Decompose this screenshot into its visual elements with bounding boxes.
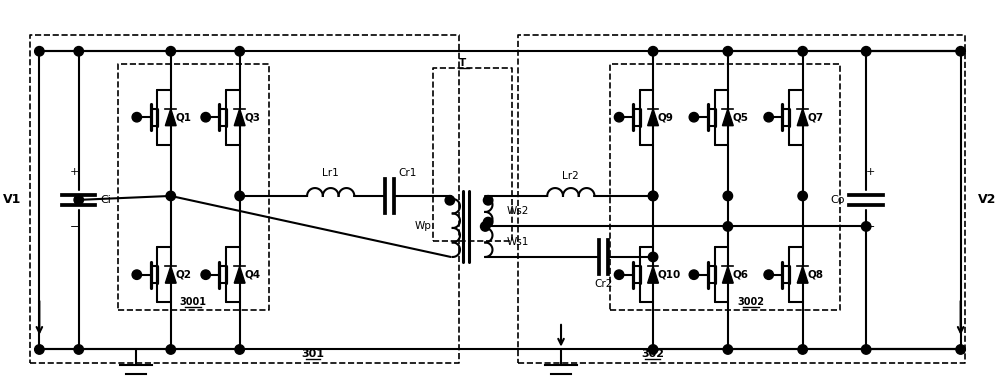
Text: Q5: Q5	[733, 112, 749, 122]
Text: 3002: 3002	[737, 297, 764, 307]
Circle shape	[235, 345, 244, 354]
Polygon shape	[234, 266, 245, 283]
Text: Q2: Q2	[176, 270, 192, 280]
Circle shape	[764, 270, 773, 280]
Circle shape	[798, 345, 807, 354]
Text: Ci: Ci	[100, 195, 111, 205]
Circle shape	[35, 345, 44, 354]
Circle shape	[201, 113, 210, 122]
Circle shape	[723, 345, 733, 354]
Circle shape	[614, 113, 624, 122]
Text: Cr1: Cr1	[398, 168, 417, 178]
Text: T: T	[459, 58, 466, 68]
Text: Q8: Q8	[808, 270, 824, 280]
Text: Ws1: Ws1	[507, 237, 529, 247]
Circle shape	[483, 195, 493, 205]
Circle shape	[723, 46, 733, 56]
Circle shape	[614, 270, 624, 280]
Circle shape	[166, 191, 175, 201]
Circle shape	[723, 222, 733, 231]
Text: Q3: Q3	[245, 112, 261, 122]
Circle shape	[689, 270, 699, 280]
Text: Q1: Q1	[176, 112, 192, 122]
Text: Q9: Q9	[658, 112, 674, 122]
Circle shape	[481, 222, 490, 231]
Circle shape	[132, 270, 142, 280]
Polygon shape	[165, 266, 176, 283]
Circle shape	[648, 345, 658, 354]
Text: V1: V1	[3, 194, 22, 206]
Text: 301: 301	[301, 349, 324, 359]
Text: +: +	[70, 167, 79, 177]
Polygon shape	[234, 109, 245, 126]
Polygon shape	[797, 266, 808, 283]
Text: 3001: 3001	[179, 297, 206, 307]
Circle shape	[648, 252, 658, 262]
Circle shape	[648, 46, 658, 56]
Text: Q6: Q6	[733, 270, 749, 280]
Circle shape	[132, 113, 142, 122]
Circle shape	[861, 345, 871, 354]
Circle shape	[798, 46, 807, 56]
Text: −: −	[865, 222, 875, 232]
Circle shape	[689, 113, 699, 122]
Text: Wp: Wp	[414, 222, 431, 232]
Text: +: +	[865, 167, 875, 177]
Circle shape	[74, 46, 83, 56]
Circle shape	[235, 46, 244, 56]
Circle shape	[166, 46, 175, 56]
Circle shape	[861, 46, 871, 56]
Circle shape	[956, 345, 965, 354]
Circle shape	[445, 195, 455, 205]
Polygon shape	[648, 266, 658, 283]
Circle shape	[648, 191, 658, 201]
Polygon shape	[648, 109, 658, 126]
Circle shape	[764, 113, 773, 122]
Text: Co: Co	[830, 195, 844, 205]
Text: Q4: Q4	[245, 270, 261, 280]
Circle shape	[74, 345, 83, 354]
Circle shape	[74, 195, 83, 205]
Text: Q10: Q10	[658, 270, 681, 280]
Circle shape	[166, 345, 175, 354]
Text: Cr2: Cr2	[594, 279, 613, 289]
Circle shape	[861, 222, 871, 231]
Circle shape	[956, 46, 965, 56]
Text: V2: V2	[978, 194, 997, 206]
Circle shape	[798, 191, 807, 201]
Polygon shape	[797, 109, 808, 126]
Text: Ws2: Ws2	[507, 206, 529, 216]
Circle shape	[483, 217, 493, 227]
Circle shape	[235, 191, 244, 201]
Polygon shape	[165, 109, 176, 126]
Circle shape	[201, 270, 210, 280]
Circle shape	[723, 191, 733, 201]
Text: 302: 302	[641, 349, 664, 359]
Circle shape	[35, 46, 44, 56]
Text: −: −	[70, 222, 79, 232]
Polygon shape	[722, 266, 733, 283]
Text: Q7: Q7	[808, 112, 824, 122]
Text: Lr2: Lr2	[562, 171, 579, 181]
Circle shape	[648, 191, 658, 201]
Text: Lr1: Lr1	[322, 168, 339, 178]
Polygon shape	[722, 109, 733, 126]
